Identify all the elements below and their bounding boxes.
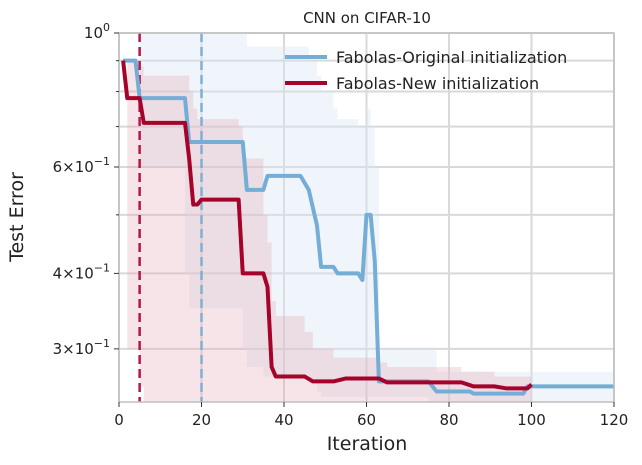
- x-tick-label: 40: [274, 411, 293, 429]
- confidence-band-1: [123, 60, 532, 402]
- plot-area: 0 20 40 60 80 100 120 100 6×10−1 4×10−1 3×10−1: [53, 21, 629, 429]
- x-tick-label: 0: [114, 411, 124, 429]
- x-tick-label: 60: [357, 411, 376, 429]
- y-tick-label: 4×10−1: [53, 261, 110, 282]
- y-tick-label: 6×10−1: [53, 155, 110, 176]
- x-tick-label: 20: [192, 411, 211, 429]
- legend: Fabolas-Original initialization Fabolas-…: [285, 48, 567, 93]
- series-lines: [121, 58, 614, 396]
- x-tick-label: 100: [517, 411, 546, 429]
- series-line-1: [121, 60, 533, 391]
- confidence-bands: [123, 33, 614, 402]
- series-line-0: [123, 58, 614, 396]
- x-axis-label: Iteration: [327, 433, 408, 455]
- y-tick-label: 100: [84, 21, 110, 42]
- chart-title: CNN on CIFAR-10: [303, 9, 431, 27]
- y-tick-label: 3×10−1: [53, 337, 110, 358]
- legend-label-new: Fabolas-New initialization: [336, 74, 539, 93]
- confidence-band-0: [123, 33, 614, 402]
- ticks: 0 20 40 60 80 100 120 100 6×10−1 4×10−1 3×10−1: [53, 21, 629, 429]
- legend-label-original: Fabolas-Original initialization: [336, 48, 567, 67]
- y-axis-label: Test Error: [6, 172, 28, 263]
- x-tick-label: 80: [439, 411, 458, 429]
- x-tick-label: 120: [600, 411, 629, 429]
